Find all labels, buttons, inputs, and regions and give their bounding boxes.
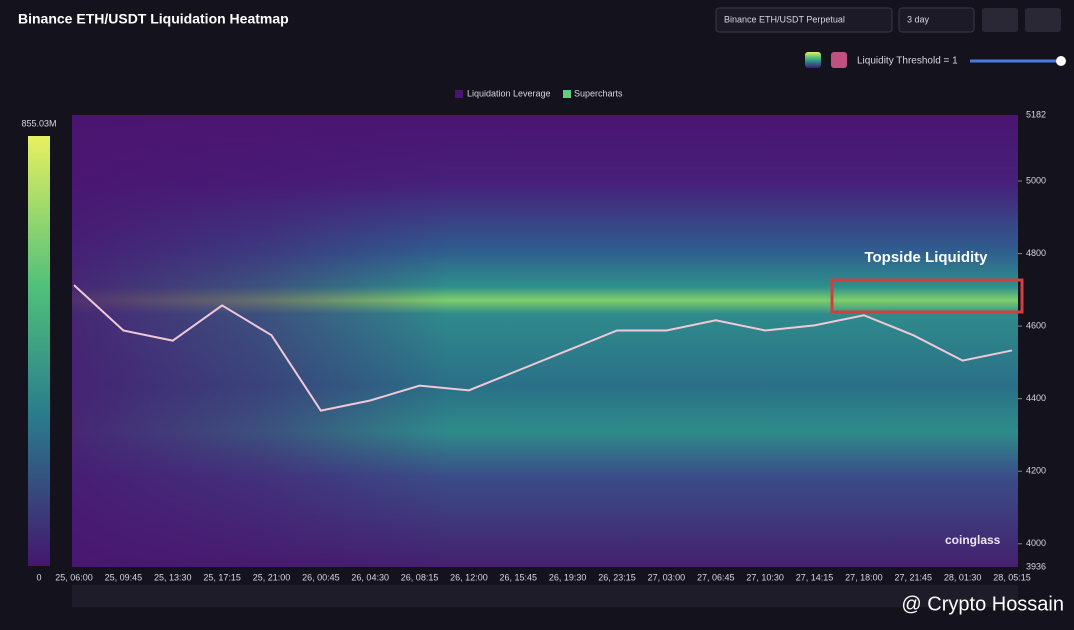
legend-label: Liquidation Leverage bbox=[467, 88, 551, 98]
legend-swatch bbox=[455, 90, 463, 98]
y-tick-label: 4800 bbox=[1026, 248, 1046, 258]
x-tick-label: 28, 05:15 bbox=[993, 572, 1031, 582]
x-tick-label: 27, 21:45 bbox=[894, 572, 932, 582]
x-tick-label: 26, 08:15 bbox=[401, 572, 439, 582]
annotation: Topside Liquidity bbox=[864, 249, 988, 266]
y-tick-label: 5000 bbox=[1026, 175, 1046, 185]
legend-swatch bbox=[563, 90, 571, 98]
x-tick-label: 25, 06:00 bbox=[55, 572, 93, 582]
x-tick-label: 27, 14:15 bbox=[796, 572, 834, 582]
heatmap-shade bbox=[72, 115, 1018, 567]
slider-knob[interactable] bbox=[1056, 56, 1066, 66]
camera-button[interactable] bbox=[1025, 8, 1061, 32]
x-tick-label: 28, 01:30 bbox=[944, 572, 982, 582]
x-tick-label: 25, 09:45 bbox=[105, 572, 143, 582]
x-tick-label: 27, 06:45 bbox=[697, 572, 735, 582]
x-tick-label: 27, 10:30 bbox=[746, 572, 784, 582]
x-tick-label: 26, 23:15 bbox=[598, 572, 636, 582]
refresh-button[interactable] bbox=[982, 8, 1018, 32]
range-select-label: 3 day bbox=[907, 14, 930, 24]
x-tick-label: 27, 03:00 bbox=[648, 572, 686, 582]
y-tick-label: 4200 bbox=[1026, 466, 1046, 476]
title: Binance ETH/USDT Liquidation Heatmap bbox=[18, 11, 289, 27]
palette-2[interactable] bbox=[831, 52, 847, 68]
colorbar-min: 0 bbox=[36, 572, 41, 582]
x-tick-label: 26, 19:30 bbox=[549, 572, 587, 582]
y-limit-label: 3936 bbox=[1026, 561, 1046, 571]
navigator[interactable] bbox=[72, 585, 1018, 607]
x-tick-label: 27, 18:00 bbox=[845, 572, 883, 582]
annotation-box bbox=[830, 278, 1024, 314]
pair-select[interactable] bbox=[715, 7, 893, 33]
x-tick-label: 26, 00:45 bbox=[302, 572, 340, 582]
x-tick-label: 25, 21:00 bbox=[253, 572, 291, 582]
x-tick-label: 26, 04:30 bbox=[351, 572, 389, 582]
x-tick-label: 26, 15:45 bbox=[500, 572, 538, 582]
x-tick-label: 25, 13:30 bbox=[154, 572, 192, 582]
y-tick-label: 4400 bbox=[1026, 393, 1046, 403]
y-tick-label: 4000 bbox=[1026, 538, 1046, 548]
y-tick-label: 4600 bbox=[1026, 321, 1046, 331]
x-tick-label: 26, 12:00 bbox=[450, 572, 488, 582]
price-line bbox=[73, 284, 1013, 412]
colorbar-max: 855.03M bbox=[21, 118, 56, 128]
palette-1[interactable] bbox=[805, 52, 821, 68]
range-select[interactable] bbox=[898, 7, 975, 33]
legend-label: Supercharts bbox=[574, 88, 623, 98]
y-limit-label: 5182 bbox=[1026, 109, 1046, 119]
colorbar bbox=[28, 136, 50, 566]
watermark: @ Crypto Hossain bbox=[901, 593, 1064, 615]
pair-select-label: Binance ETH/USDT Perpetual bbox=[724, 14, 845, 24]
watermark: coinglass bbox=[945, 533, 1001, 547]
x-tick-label: 25, 17:15 bbox=[203, 572, 241, 582]
threshold-label: Liquidity Threshold = 1 bbox=[857, 56, 958, 67]
